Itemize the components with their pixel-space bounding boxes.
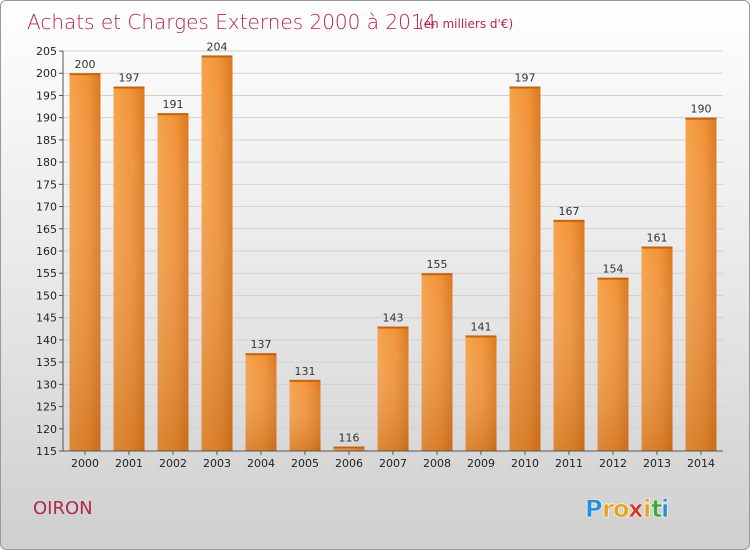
y-tick-label: 165 [36, 223, 57, 236]
bar-value-label: 131 [295, 365, 316, 378]
logo-letter: o [613, 495, 630, 523]
y-tick-label: 195 [36, 89, 57, 102]
bar-shade [69, 73, 101, 451]
x-tick-label: 2007 [379, 457, 407, 470]
y-tick-label: 205 [36, 45, 57, 58]
y-tick-label: 175 [36, 178, 57, 191]
bar-shade [333, 446, 365, 451]
y-tick-label: 185 [36, 134, 57, 147]
x-tick-label: 2009 [467, 457, 495, 470]
x-tick-label: 2003 [203, 457, 231, 470]
bar-value-label: 116 [339, 432, 360, 445]
bar-top-edge [553, 219, 585, 222]
y-tick-label: 120 [36, 423, 57, 436]
y-tick-label: 160 [36, 245, 57, 258]
y-tick-label: 170 [36, 201, 57, 214]
bars: 200 197 191 204 137 131 116 143 155 141 197 167 154 1… [69, 40, 717, 452]
bar-shade [641, 246, 673, 451]
bar-top-edge [157, 113, 189, 116]
bar-shade [245, 353, 277, 451]
bar-shade [597, 277, 629, 451]
chart-unit-note: (en milliers d'€) [419, 17, 513, 31]
bar-shade [421, 273, 453, 451]
bar-shade [377, 326, 409, 451]
bar-top-edge [465, 335, 497, 338]
bar-value-label: 161 [647, 232, 668, 245]
bar-value-label: 137 [251, 338, 272, 351]
y-tick-label: 115 [36, 445, 57, 458]
x-tick-label: 2004 [247, 457, 275, 470]
bar-top-edge [245, 353, 277, 356]
bar-value-label: 143 [383, 312, 404, 325]
bar-value-label: 167 [559, 205, 580, 218]
logo-letter: r [602, 495, 614, 523]
bar-top-edge [597, 277, 629, 280]
logo-letter: i [661, 495, 669, 523]
logo-letter: P [585, 495, 603, 523]
y-tick-label: 140 [36, 334, 57, 347]
x-tick-label: 2002 [159, 457, 187, 470]
chart-title: Achats et Charges Externes 2000 à 2014 [27, 10, 436, 34]
x-tick-label: 2005 [291, 457, 319, 470]
y-tick-label: 190 [36, 112, 57, 125]
x-tick-label: 2013 [643, 457, 671, 470]
bar-top-edge [509, 86, 541, 89]
commune-label: OIRON [33, 498, 93, 519]
bar-top-edge [333, 446, 365, 449]
x-tick-label: 2014 [687, 457, 715, 470]
bar-top-edge [377, 326, 409, 329]
bar-top-edge [685, 117, 717, 120]
bar-shade [685, 117, 717, 452]
bar-top-edge [201, 55, 233, 58]
bar-top-edge [69, 73, 101, 76]
x-tick-label: 2001 [115, 457, 143, 470]
y-tick-label: 155 [36, 267, 57, 280]
y-axis: 115 120 125 130 135 140 145 150 155 160 165 170 175 1… [36, 45, 64, 458]
bar-shade [289, 379, 321, 451]
y-tick-label: 130 [36, 378, 57, 391]
bar-value-label: 197 [119, 72, 140, 85]
bar-shade [157, 113, 189, 451]
bar-shade [553, 219, 585, 451]
bar-top-edge [113, 86, 145, 89]
y-tick-label: 180 [36, 156, 57, 169]
logo-letter: t [651, 495, 662, 523]
bar-value-label: 204 [207, 40, 228, 53]
bar-value-label: 191 [163, 98, 184, 111]
y-tick-label: 150 [36, 289, 57, 302]
logo-letter: i [643, 495, 651, 523]
y-tick-label: 145 [36, 312, 57, 325]
bar-shade [509, 86, 541, 452]
bar-value-label: 155 [427, 258, 448, 271]
y-tick-label: 135 [36, 356, 57, 369]
bar-top-edge [289, 379, 321, 382]
x-axis: 2000 2001 2002 2003 2004 2005 2006 2007 2008 2009… [63, 450, 723, 470]
bar-value-label: 154 [603, 263, 624, 276]
bar-shade [465, 335, 497, 451]
y-tick-label: 200 [36, 67, 57, 80]
logo-letter: x [628, 495, 644, 523]
bar-value-label: 141 [471, 320, 492, 333]
bar-shade [113, 86, 145, 452]
bar-shade [201, 55, 233, 451]
bar-value-label: 190 [691, 103, 712, 116]
bar-top-edge [641, 246, 673, 249]
x-tick-label: 2008 [423, 457, 451, 470]
bar-top-edge [421, 273, 453, 276]
x-tick-label: 2012 [599, 457, 627, 470]
x-tick-label: 2010 [511, 457, 539, 470]
x-tick-label: 2000 [71, 457, 99, 470]
y-tick-label: 125 [36, 401, 57, 414]
x-tick-label: 2011 [555, 457, 583, 470]
x-tick-label: 2006 [335, 457, 363, 470]
bar-value-label: 200 [75, 58, 96, 71]
bar-value-label: 197 [515, 72, 536, 85]
